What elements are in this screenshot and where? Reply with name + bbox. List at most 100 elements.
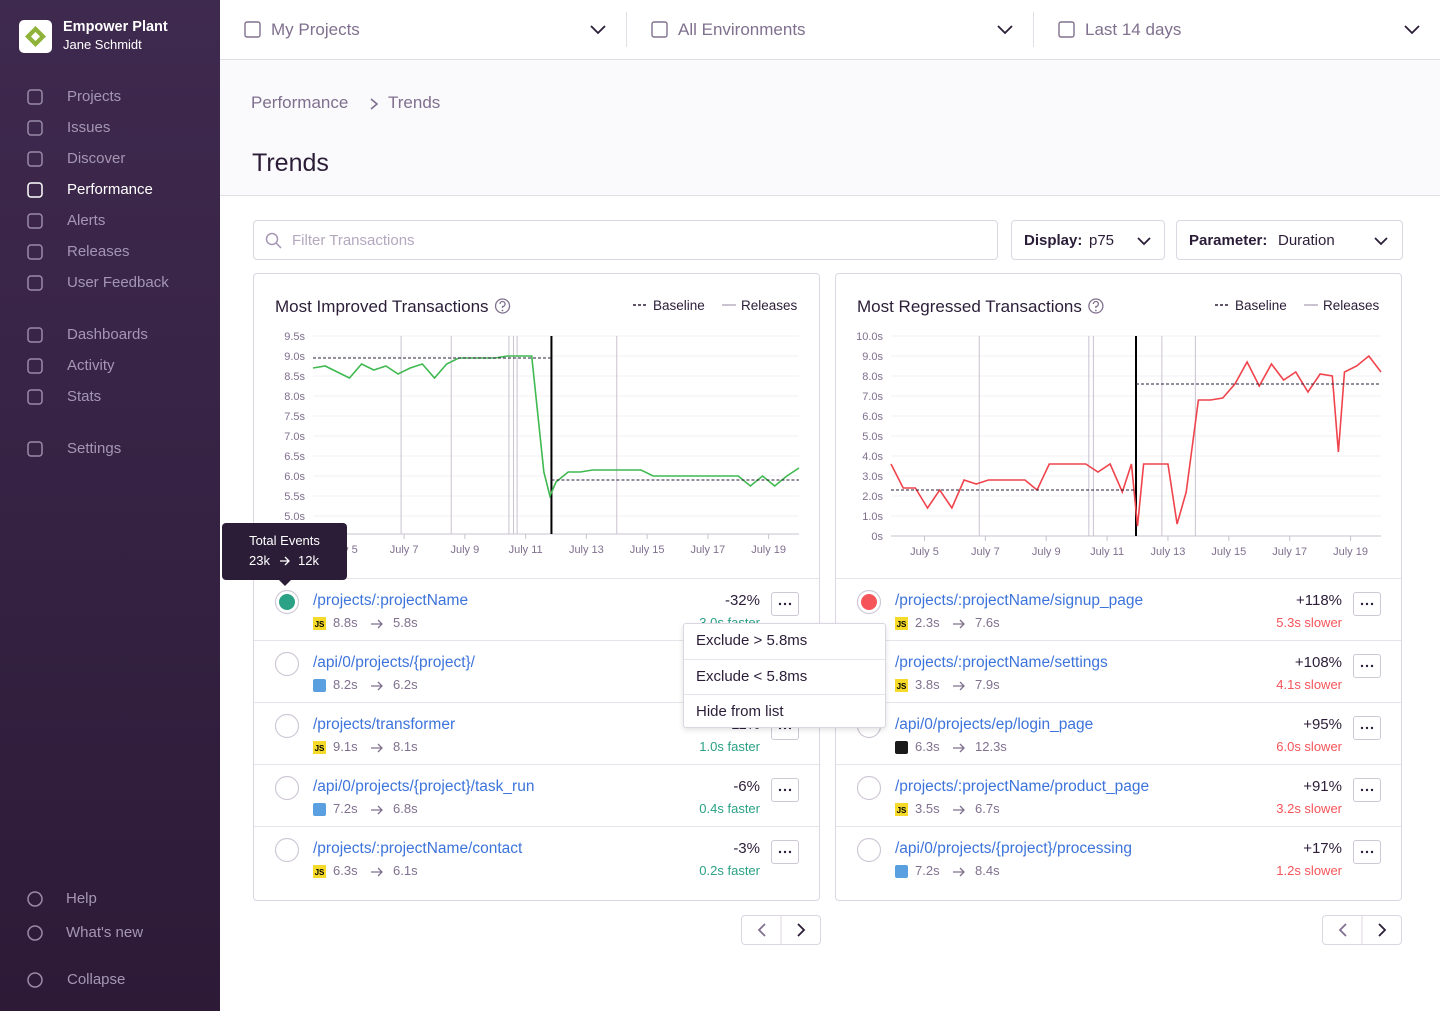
dot — [788, 850, 792, 854]
tooltip-title: Total Events — [249, 533, 320, 548]
radio[interactable] — [274, 651, 300, 677]
dot — [778, 602, 782, 606]
dots-icon — [1360, 664, 1374, 668]
dots-icon — [1360, 726, 1374, 730]
help-icon — [1094, 309, 1097, 312]
radio[interactable] — [856, 837, 882, 863]
user-name: Jane Schmidt — [63, 37, 142, 52]
tooltip-value: 23k — [249, 553, 270, 568]
pagination — [1322, 915, 1402, 945]
menu-item[interactable]: Exclude < 5.8ms — [684, 659, 885, 693]
icon-shape — [27, 327, 43, 343]
org-logo — [19, 20, 52, 53]
nav-icon — [27, 327, 43, 343]
more-button[interactable] — [1353, 716, 1381, 740]
icon-shape — [27, 182, 43, 198]
selector[interactable]: Last 14 days — [1085, 20, 1182, 39]
nav-item[interactable]: Settings — [67, 440, 122, 457]
transaction-link[interactable]: /projects/:projectName/settings — [895, 654, 1108, 671]
chart-title: Most Improved Transactions — [275, 297, 489, 316]
more-button[interactable] — [771, 778, 799, 802]
chevron — [997, 25, 1013, 35]
nav-item[interactable]: Projects — [67, 88, 122, 105]
nav-item[interactable]: Releases — [67, 243, 130, 260]
change-percent: -6% — [733, 778, 760, 795]
dots-icon — [778, 788, 792, 792]
icon-shape — [27, 120, 43, 136]
nav-item[interactable]: Discover — [67, 150, 126, 167]
dropdown-label: Parameter: — [1189, 232, 1268, 249]
y-tick-label: 6.0s — [862, 411, 883, 423]
transaction-link[interactable]: /projects/:projectName/signup_page — [895, 592, 1144, 609]
nav-item[interactable]: Activity — [67, 357, 115, 374]
nav-icon — [27, 244, 43, 260]
nav-item[interactable]: Dashboards — [67, 326, 148, 343]
more-button[interactable] — [1353, 778, 1381, 802]
change-delta: 4.1s slower — [1276, 677, 1342, 692]
transaction-link[interactable]: /api/0/projects/ep/login_page — [895, 716, 1094, 733]
transaction-link[interactable]: /api/0/projects/{project}/processing — [895, 840, 1132, 857]
duration: 8.2s — [333, 677, 358, 692]
more-button[interactable] — [1353, 840, 1381, 864]
org-name: Empower Plant — [63, 19, 168, 35]
tooltip-value: 12k — [298, 553, 319, 568]
nav-item[interactable]: Collapse — [67, 971, 126, 988]
menu-item[interactable]: Hide from list — [684, 694, 885, 728]
selector[interactable]: My Projects — [271, 20, 360, 39]
icon-shape — [1058, 21, 1075, 38]
dot — [1370, 788, 1374, 792]
nav-item[interactable]: User Feedback — [67, 274, 169, 291]
selector[interactable]: All Environments — [678, 20, 806, 39]
dot — [788, 602, 792, 606]
more-button[interactable] — [1353, 654, 1381, 678]
more-button[interactable] — [1353, 592, 1381, 616]
more-button[interactable] — [771, 592, 799, 616]
chevron-path — [590, 25, 606, 35]
platform-icon — [313, 803, 326, 816]
dot — [788, 788, 792, 792]
change-delta: 1.0s faster — [699, 739, 760, 754]
page-header: Performance Trends Trends — [220, 60, 1440, 196]
breadcrumb-link[interactable]: Performance — [251, 93, 349, 112]
radio-ring — [274, 713, 300, 739]
parameter-dropdown[interactable]: Parameter: Duration — [1176, 220, 1403, 260]
display-dropdown[interactable]: Display: p75 — [1011, 220, 1165, 260]
change-delta: 1.2s slower — [1276, 863, 1342, 878]
radio[interactable] — [856, 589, 882, 615]
dot — [783, 788, 787, 792]
x-tick-label: July 13 — [569, 544, 604, 556]
icon-shape — [27, 151, 43, 167]
nav-item[interactable]: Alerts — [67, 212, 106, 229]
nav-item[interactable]: Performance — [67, 181, 153, 198]
transaction-link[interactable]: /projects/:projectName/product_page — [895, 778, 1150, 795]
nav-item[interactable]: What's new — [66, 924, 144, 941]
radio[interactable] — [274, 837, 300, 863]
help-icon — [1088, 298, 1104, 314]
more-button[interactable] — [771, 840, 799, 864]
chevron-path — [1404, 25, 1420, 35]
duration: 6.3s — [333, 863, 358, 878]
nav-item[interactable]: Help — [66, 890, 97, 907]
transaction-row: /api/0/projects/{project}/ 8.2s 6.2s — [254, 640, 819, 703]
transaction-link[interactable]: /projects/:projectName/contact — [313, 840, 523, 857]
radio[interactable] — [274, 589, 300, 615]
y-tick-label: 2.0s — [862, 491, 883, 503]
duration: 7.2s — [915, 863, 940, 878]
radio[interactable] — [274, 713, 300, 739]
chart: Most Improved Transactions Baseline Releas… — [275, 297, 800, 556]
radio[interactable] — [274, 775, 300, 801]
radio[interactable] — [856, 775, 882, 801]
nav-item[interactable]: Stats — [67, 388, 102, 405]
transaction-link[interactable]: /projects/:projectName — [313, 592, 469, 609]
transaction-row: /api/0/projects/ep/login_page 6.3s 12.3s +9… — [836, 702, 1401, 765]
menu-item[interactable]: Exclude > 5.8ms — [696, 632, 808, 649]
dot — [1360, 788, 1364, 792]
transaction-link[interactable]: /api/0/projects/{project}/ — [313, 654, 475, 671]
transaction-link[interactable]: /api/0/projects/{project}/task_run — [313, 778, 535, 795]
duration: 2.3s — [915, 615, 940, 630]
x-tick-label: July 17 — [690, 544, 725, 556]
nav-item[interactable]: Issues — [67, 119, 111, 136]
search-input[interactable]: Filter Transactions — [253, 220, 998, 260]
radio-dot — [279, 594, 295, 610]
transaction-link[interactable]: /projects/transformer — [313, 716, 456, 733]
